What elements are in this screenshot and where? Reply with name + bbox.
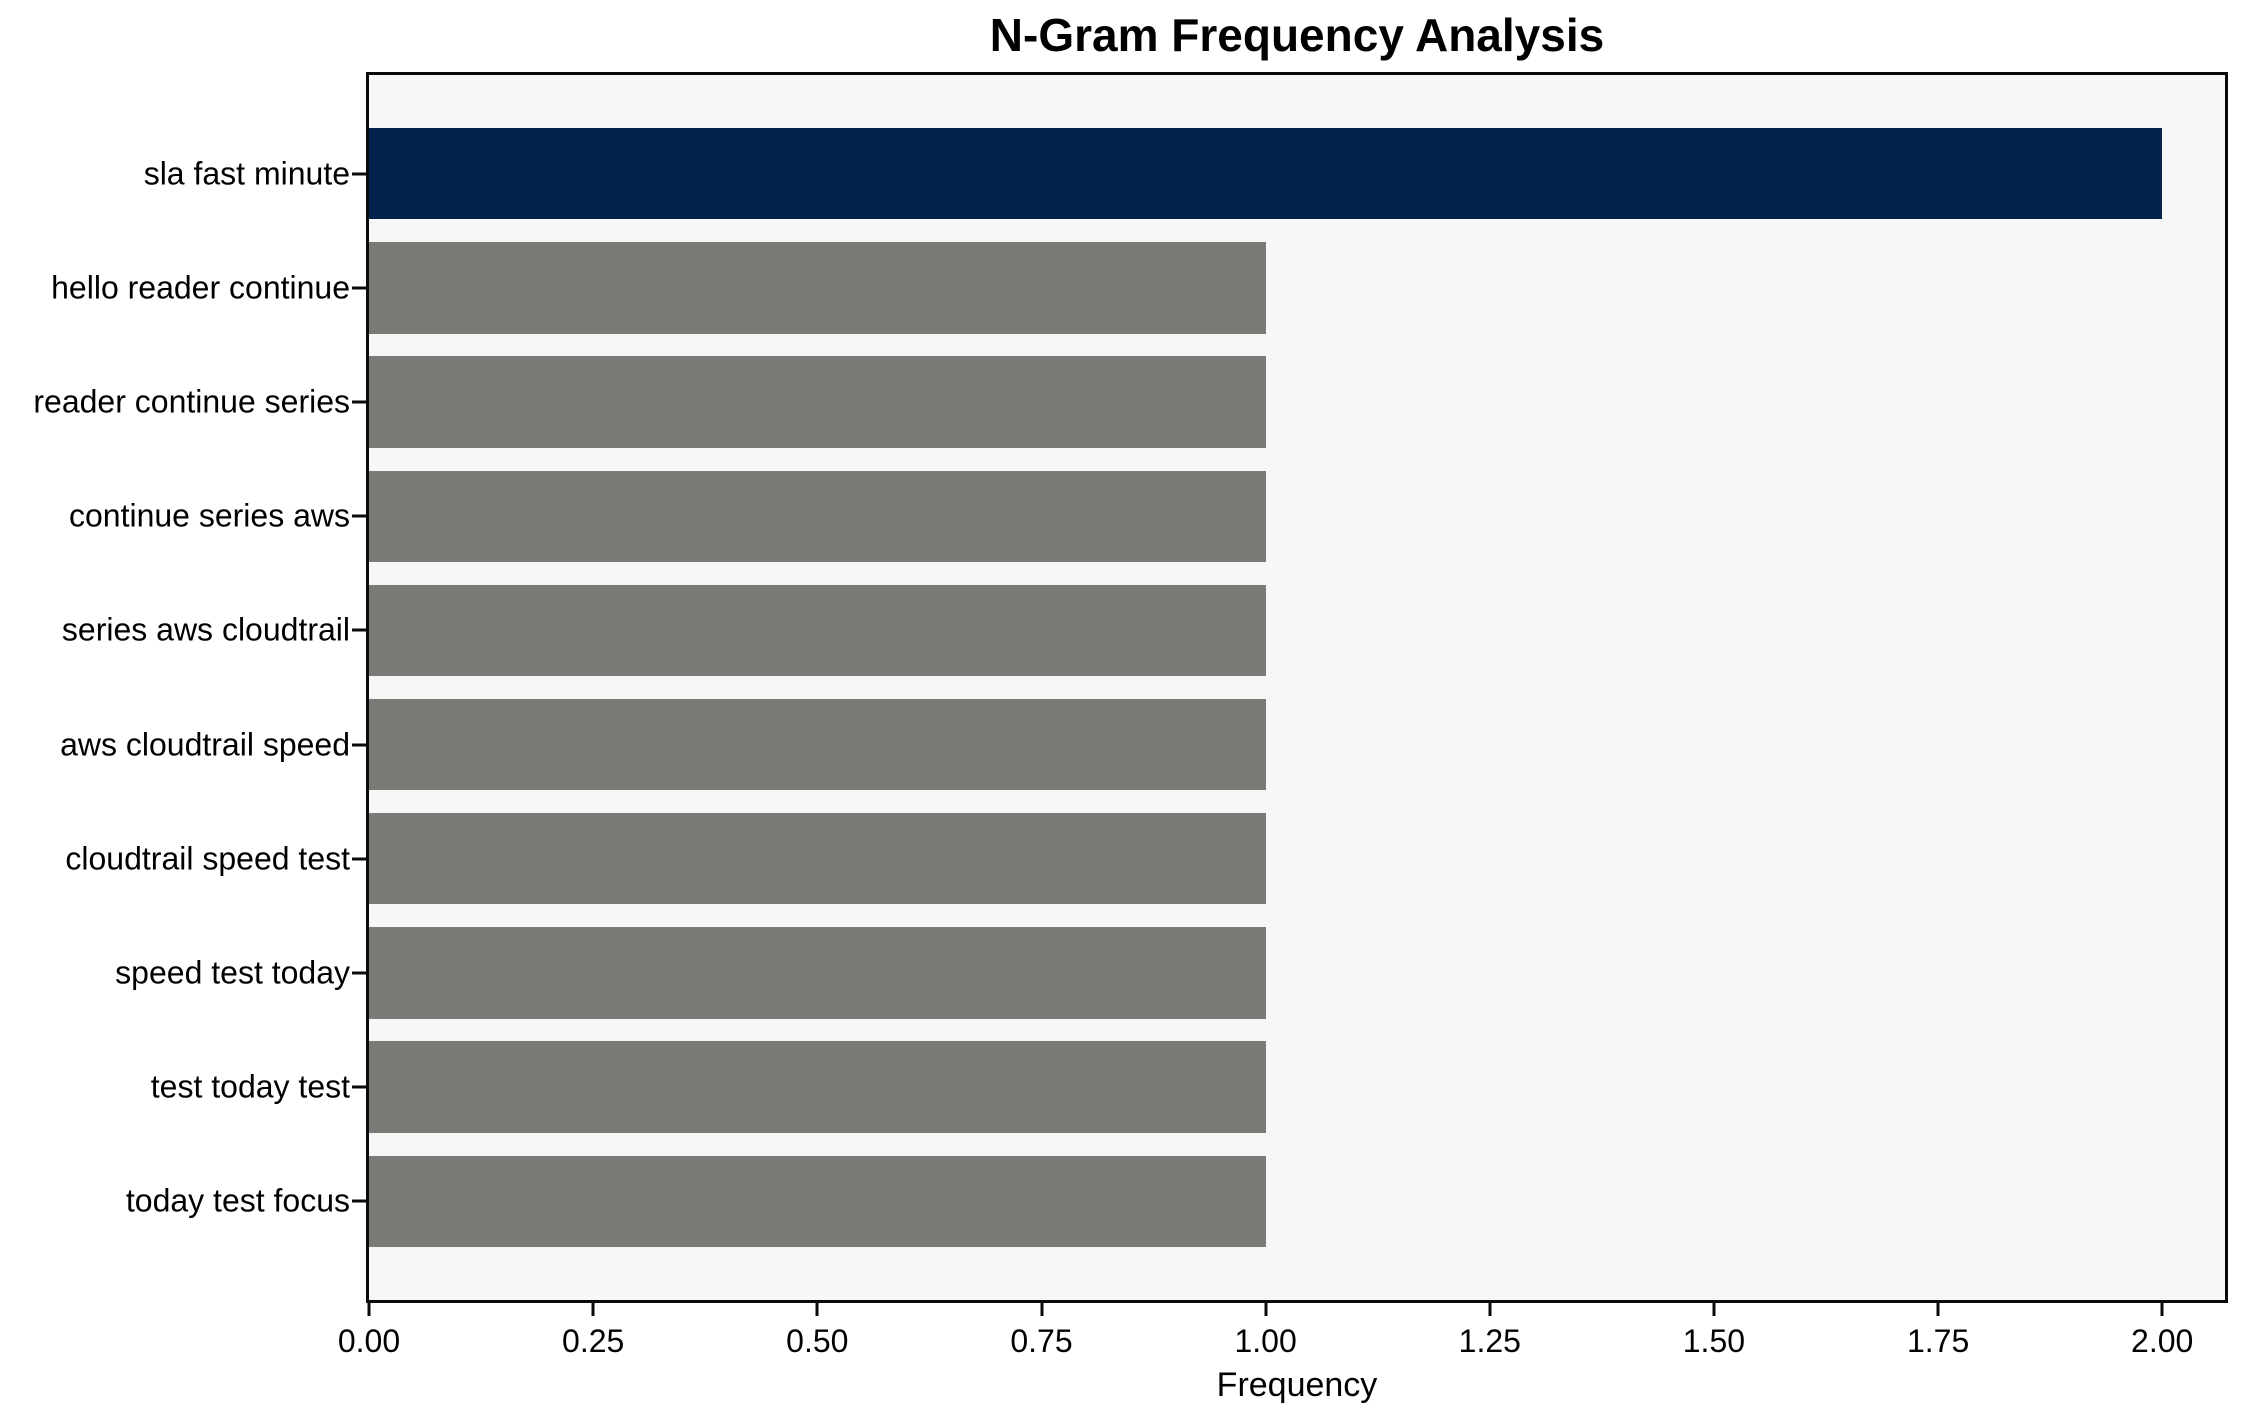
- bar: [369, 128, 2163, 220]
- x-tick-label: 1.25: [1458, 1323, 1521, 1359]
- x-tick-label: 1.75: [1906, 1323, 1970, 1359]
- bar: [369, 1155, 1266, 1247]
- y-tick-label: continue series aws: [68, 497, 350, 534]
- y-tick-label: hello reader continue: [51, 269, 350, 306]
- x-axis-title: Frequency: [1216, 1366, 1378, 1404]
- y-tick-label: reader continue series: [33, 383, 350, 420]
- y-tick: [352, 628, 366, 632]
- y-tick: [352, 514, 366, 518]
- y-tick-label: series aws cloudtrail: [61, 611, 350, 648]
- bar: [369, 356, 1266, 448]
- y-tick-label: cloudtrail speed test: [65, 840, 350, 877]
- x-tick-label: 1.00: [1234, 1323, 1297, 1359]
- x-tick-label: 1.50: [1682, 1323, 1746, 1359]
- bar: [369, 1041, 1266, 1133]
- x-tick-label: 0.75: [1010, 1323, 1073, 1359]
- y-tick-label: test today test: [150, 1068, 350, 1105]
- y-tick-label: aws cloudtrail speed: [60, 726, 350, 763]
- x-tick: [1488, 1303, 1492, 1316]
- y-tick: [352, 1085, 366, 1089]
- y-tick: [352, 743, 366, 747]
- y-tick: [352, 1199, 366, 1203]
- bar: [369, 242, 1266, 334]
- x-tick: [815, 1303, 819, 1316]
- x-tick-label: 2.00: [2131, 1323, 2194, 1359]
- x-tick-label: 0.25: [562, 1323, 625, 1359]
- x-tick: [2160, 1303, 2164, 1316]
- bar: [369, 927, 1266, 1019]
- bar: [369, 813, 1266, 905]
- y-tick: [352, 172, 366, 176]
- x-tick: [1936, 1303, 1940, 1316]
- bar: [369, 698, 1266, 791]
- y-tick-label: today test focus: [125, 1182, 350, 1219]
- chart-title: N-Gram Frequency Analysis: [989, 9, 1605, 61]
- y-tick: [352, 286, 366, 290]
- bar: [369, 584, 1266, 677]
- y-tick-label: speed test today: [115, 954, 350, 991]
- x-tick-label: 0.00: [337, 1323, 401, 1359]
- bar: [369, 470, 1266, 562]
- y-tick: [352, 400, 366, 404]
- x-tick: [1040, 1303, 1043, 1316]
- x-tick: [1264, 1303, 1268, 1316]
- y-tick-label: sla fast minute: [143, 155, 350, 192]
- y-tick: [352, 857, 366, 861]
- x-tick: [591, 1303, 595, 1316]
- x-tick: [1712, 1303, 1716, 1316]
- x-tick-label: 0.50: [786, 1323, 849, 1359]
- x-tick: [367, 1303, 371, 1316]
- y-tick: [352, 971, 366, 975]
- plot-area: [366, 72, 2228, 1303]
